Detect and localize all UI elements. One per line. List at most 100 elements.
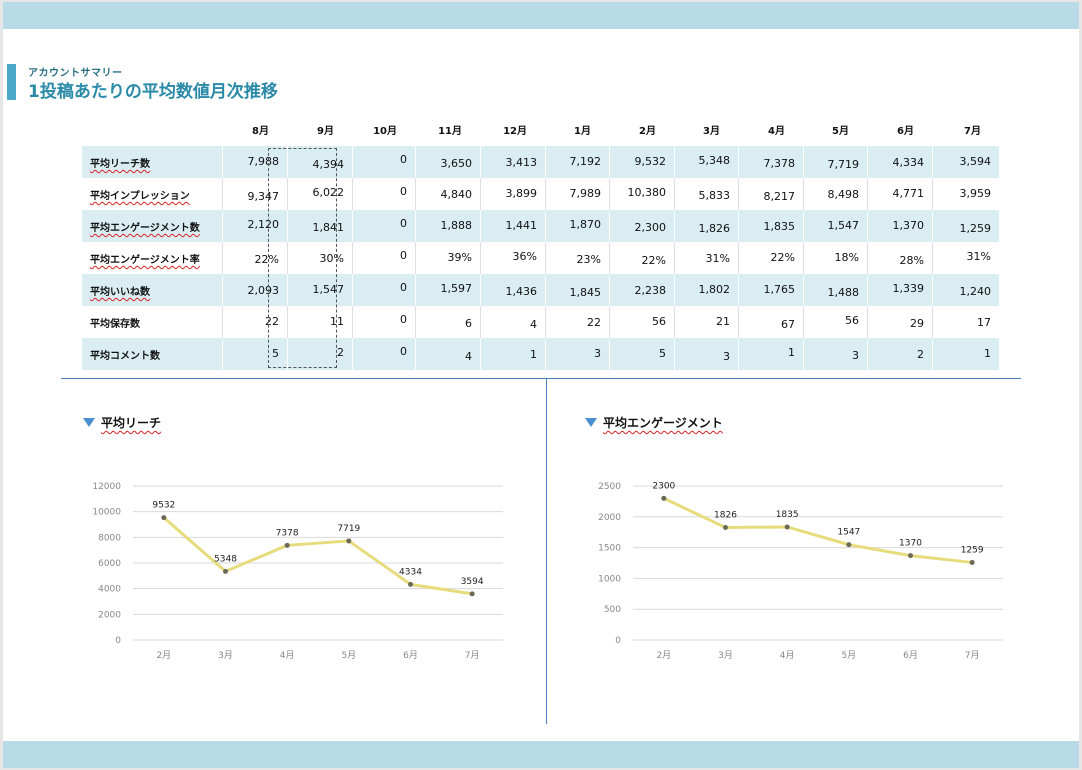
- table-cell[interactable]: 31%: [966, 250, 991, 263]
- table-cell[interactable]: 0: [400, 249, 407, 262]
- table-cell[interactable]: 5: [272, 347, 279, 360]
- table-cell[interactable]: 6: [465, 317, 472, 330]
- table-cell[interactable]: 36%: [512, 250, 537, 263]
- table-cell[interactable]: 4: [530, 318, 537, 331]
- table-cell[interactable]: 4,334: [892, 156, 925, 169]
- table-cell[interactable]: 1,547: [312, 283, 345, 296]
- table-cell[interactable]: 17: [977, 316, 991, 329]
- table-cell[interactable]: 1,370: [892, 219, 925, 232]
- table-cell[interactable]: 7,192: [569, 155, 602, 168]
- column-divider: [674, 178, 675, 210]
- table-cell[interactable]: 0: [400, 345, 407, 358]
- table-cell[interactable]: 0: [400, 153, 407, 166]
- row-label: 平均コメント数: [90, 351, 160, 362]
- table-cell[interactable]: 1,888: [440, 219, 473, 232]
- table-cell[interactable]: 9,347: [247, 190, 280, 203]
- triangle-marker-icon: [83, 418, 95, 427]
- x-tick-label: 3月: [218, 650, 233, 661]
- table-cell[interactable]: 1,339: [892, 282, 925, 295]
- table-cell[interactable]: 3: [723, 350, 730, 363]
- table-cell[interactable]: 39%: [447, 251, 472, 264]
- table-cell[interactable]: 7,989: [569, 187, 602, 200]
- table-cell[interactable]: 0: [400, 217, 407, 230]
- table-cell[interactable]: 3,650: [440, 157, 473, 170]
- table-cell[interactable]: 7,719: [827, 158, 860, 171]
- table-cell[interactable]: 23%: [576, 253, 601, 266]
- table-cell[interactable]: 8,217: [763, 190, 796, 203]
- column-divider: [609, 338, 610, 370]
- table-cell[interactable]: 56: [845, 314, 859, 327]
- table-cell[interactable]: 9,532: [634, 155, 667, 168]
- table-cell[interactable]: 1,835: [763, 220, 796, 233]
- table-cell[interactable]: 2,120: [247, 218, 280, 231]
- table-cell[interactable]: 1,845: [569, 286, 602, 299]
- table-cell[interactable]: 2,093: [247, 284, 280, 297]
- table-cell[interactable]: 4,771: [892, 187, 925, 200]
- table-cell[interactable]: 5,833: [698, 189, 731, 202]
- table-cell[interactable]: 22%: [770, 251, 795, 264]
- table-cell[interactable]: 3: [852, 349, 859, 362]
- table-cell[interactable]: 1: [788, 346, 795, 359]
- table-cell[interactable]: 11: [330, 315, 344, 328]
- table-cell[interactable]: 30%: [319, 252, 344, 265]
- table-cell[interactable]: 2: [917, 348, 924, 361]
- table-cell[interactable]: 1,441: [505, 219, 538, 232]
- table-cell[interactable]: 21: [716, 315, 730, 328]
- table-cell[interactable]: 2: [337, 346, 344, 359]
- table-cell[interactable]: 0: [400, 313, 407, 326]
- table-cell[interactable]: 22: [265, 315, 279, 328]
- data-point: [161, 515, 167, 521]
- table-cell[interactable]: 18%: [834, 251, 859, 264]
- table-cell[interactable]: 1,870: [569, 218, 602, 231]
- table-cell[interactable]: 8,498: [827, 188, 860, 201]
- column-divider: [287, 210, 288, 242]
- table-header-row: 8月 9月 10月 11月 12月 1月 2月 3月 4月 5月 6月 7月: [82, 114, 999, 146]
- table-cell[interactable]: 3: [594, 347, 601, 360]
- column-divider: [415, 274, 416, 306]
- table-cell[interactable]: 29: [910, 317, 924, 330]
- table-cell[interactable]: 1,841: [312, 221, 345, 234]
- table-cell[interactable]: 28%: [899, 254, 924, 267]
- data-point: [846, 542, 852, 548]
- table-cell[interactable]: 5: [659, 347, 666, 360]
- table-cell[interactable]: 1,826: [698, 222, 731, 235]
- table-cell[interactable]: 0: [400, 281, 407, 294]
- table-cell[interactable]: 0: [400, 185, 407, 198]
- table-cell[interactable]: 1,547: [827, 219, 860, 232]
- table-cell[interactable]: 2,300: [634, 221, 667, 234]
- table-cell[interactable]: 22: [587, 316, 601, 329]
- table-cell[interactable]: 3,594: [959, 155, 992, 168]
- y-tick-label: 4000: [98, 585, 121, 595]
- table-cell[interactable]: 1,488: [827, 286, 860, 299]
- table-cell[interactable]: 2,238: [634, 284, 667, 297]
- table-cell[interactable]: 10,380: [627, 186, 667, 199]
- table-cell[interactable]: 1,765: [763, 283, 796, 296]
- table-cell[interactable]: 4,840: [440, 188, 473, 201]
- table-cell[interactable]: 1: [530, 348, 537, 361]
- table-cell[interactable]: 22%: [641, 254, 666, 267]
- table-cell[interactable]: 7,988: [247, 155, 280, 168]
- table-cell[interactable]: 3,959: [959, 187, 992, 200]
- table-cell[interactable]: 1,436: [505, 285, 538, 298]
- table-cell[interactable]: 5,348: [698, 154, 731, 167]
- table-cell[interactable]: 4: [465, 350, 472, 363]
- table-cell[interactable]: 1: [984, 347, 991, 360]
- table-cell[interactable]: 6,022: [312, 186, 345, 199]
- table-cell[interactable]: 67: [781, 318, 795, 331]
- table-cell[interactable]: 3,413: [505, 156, 538, 169]
- column-divider: [415, 146, 416, 178]
- table-cell[interactable]: 31%: [705, 252, 730, 265]
- x-tick-label: 6月: [403, 650, 418, 661]
- table-cell[interactable]: 3,899: [505, 187, 538, 200]
- column-divider: [480, 338, 481, 370]
- table-cell[interactable]: 56: [652, 315, 666, 328]
- table-cell[interactable]: 1,259: [959, 222, 992, 235]
- table-cell[interactable]: 1,802: [698, 283, 731, 296]
- data-label: 4334: [399, 567, 422, 577]
- table-cell[interactable]: 4,394: [312, 158, 345, 171]
- table-cell[interactable]: 1,240: [959, 285, 992, 298]
- table-cell[interactable]: 22%: [254, 253, 279, 266]
- table-cell[interactable]: 7,378: [763, 157, 796, 170]
- data-label: 1826: [714, 511, 737, 521]
- table-cell[interactable]: 1,597: [440, 282, 473, 295]
